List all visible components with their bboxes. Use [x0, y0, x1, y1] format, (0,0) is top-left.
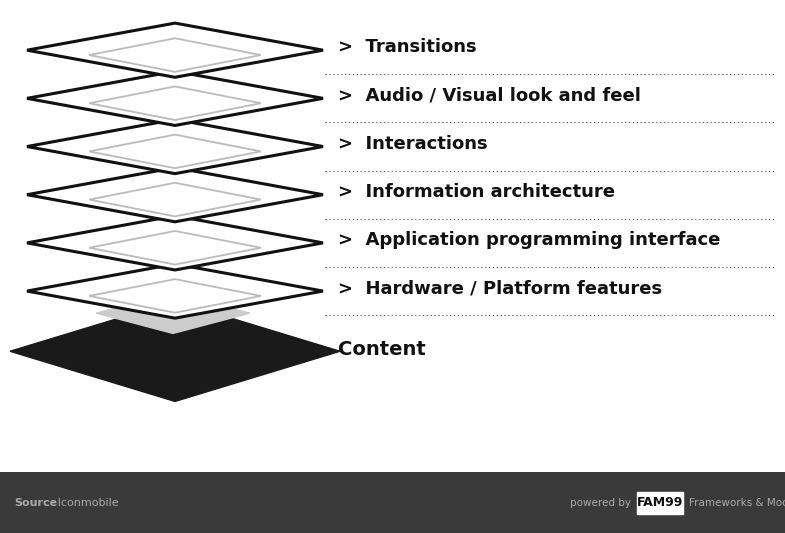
FancyBboxPatch shape: [637, 492, 683, 514]
Text: >  Application programming interface: > Application programming interface: [338, 231, 721, 249]
Polygon shape: [89, 38, 261, 72]
Text: >  Transitions: > Transitions: [338, 38, 476, 56]
Polygon shape: [27, 167, 323, 222]
Polygon shape: [89, 279, 261, 313]
Polygon shape: [89, 86, 261, 120]
Polygon shape: [89, 135, 261, 168]
Text: Source: Source: [14, 498, 57, 508]
Polygon shape: [27, 71, 323, 125]
Text: FAM99: FAM99: [637, 496, 683, 510]
Text: Content: Content: [338, 340, 425, 359]
Polygon shape: [89, 183, 261, 216]
Polygon shape: [96, 293, 250, 334]
Text: Frameworks & Models: Frameworks & Models: [689, 498, 785, 508]
Polygon shape: [89, 231, 261, 264]
Polygon shape: [27, 264, 323, 318]
Polygon shape: [27, 119, 323, 174]
Text: >  Information architecture: > Information architecture: [338, 183, 615, 201]
Text: >  Audio / Visual look and feel: > Audio / Visual look and feel: [338, 86, 641, 104]
Polygon shape: [10, 301, 340, 401]
Polygon shape: [27, 23, 323, 77]
Text: :  Iconmobile: : Iconmobile: [47, 498, 119, 508]
FancyBboxPatch shape: [0, 472, 785, 533]
Polygon shape: [27, 216, 323, 270]
Text: >  Hardware / Platform features: > Hardware / Platform features: [338, 279, 662, 297]
Text: powered by: powered by: [570, 498, 631, 508]
Text: >  Interactions: > Interactions: [338, 134, 487, 152]
